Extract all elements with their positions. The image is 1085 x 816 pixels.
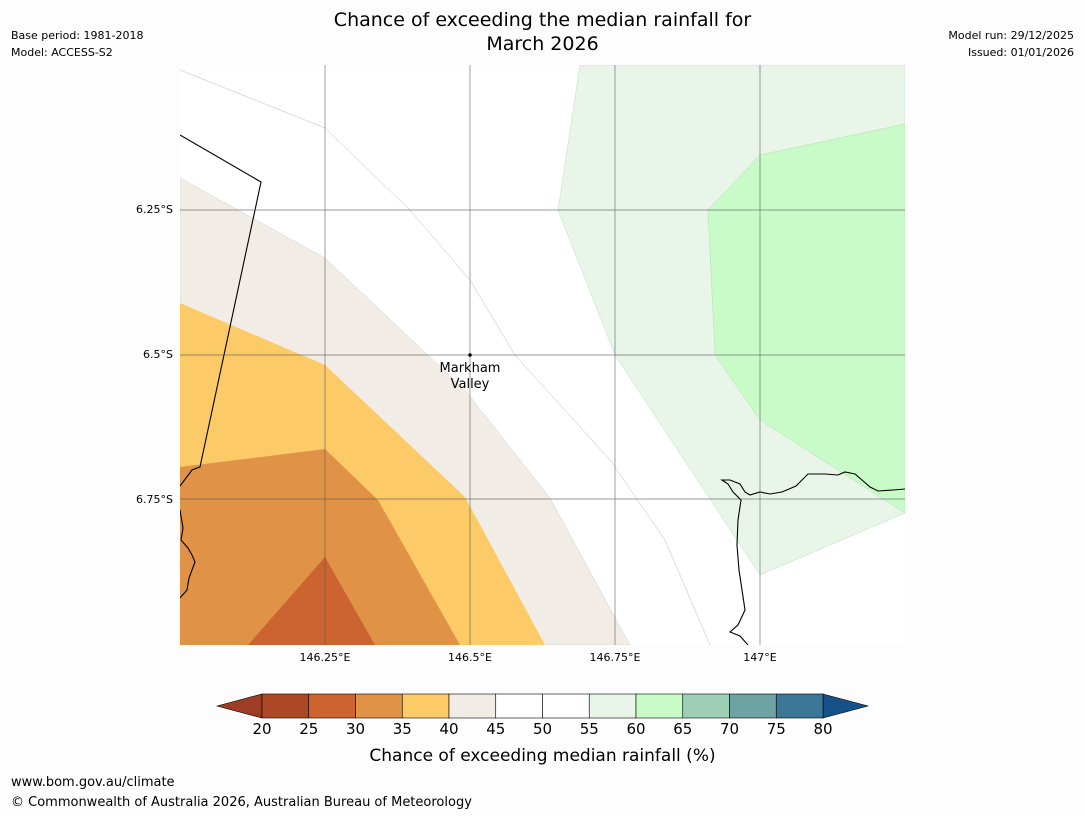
colorbar-under-arrow: [215, 693, 263, 719]
colorbar-segment: [682, 693, 730, 719]
colorbar-segment: [308, 693, 356, 719]
colorbar-segment: [355, 693, 403, 719]
lat-label: 6.25°S: [136, 203, 173, 216]
colorbar-tick-label: 70: [720, 720, 739, 738]
colorbar-tick-labels: 20 25 30 35 40 45 50 55 60 65 70 75 80: [252, 720, 832, 738]
colorbar-segment: [775, 693, 824, 719]
colorbar-label: Chance of exceeding median rainfall (%): [369, 746, 716, 766]
colorbar-segment: [542, 693, 590, 719]
lat-label: 6.75°S: [136, 493, 173, 506]
coastline-huon-gulf: [720, 471, 905, 645]
title-line-1: Chance of exceeding the median rainfall …: [333, 9, 752, 31]
place-name-line-1: Markham: [440, 361, 501, 376]
colorbar-segment: [401, 693, 450, 719]
lon-labels: 146.25°E 146.5°E 146.75°E 147°E: [300, 651, 777, 664]
footer-url[interactable]: www.bom.gov.au/climate: [11, 775, 175, 790]
colorbar-segment: [635, 693, 684, 719]
colorbar-tick-label: 75: [767, 720, 786, 738]
model-name: Model: ACCESS-S2: [11, 46, 113, 59]
lat-label: 6.5°S: [143, 348, 173, 361]
zone-25-30: [248, 557, 375, 645]
colorbar-tick-label: 35: [393, 720, 412, 738]
lat-labels: 6.25°S 6.5°S 6.75°S: [136, 203, 173, 506]
lon-label: 146.75°E: [590, 651, 641, 664]
colorbar-segments: [261, 693, 824, 719]
markham-valley-marker: [468, 353, 472, 357]
colorbar-segment: [448, 693, 497, 719]
meta-right: Model run: 29/12/2025 Issued: 01/01/2026: [948, 27, 1074, 61]
map-area: Markham Valley: [180, 65, 905, 645]
colorbar-tick-label: 30: [346, 720, 365, 738]
model-run: Model run: 29/12/2025: [948, 29, 1074, 42]
colorbar-tick-label: 80: [813, 720, 832, 738]
meta-left: Base period: 1981-2018 Model: ACCESS-S2: [11, 27, 143, 61]
colorbar-tick-label: 55: [580, 720, 599, 738]
contour-line: [180, 69, 711, 645]
coastline-southwest: [180, 509, 196, 599]
map-title: Chance of exceeding the median rainfall …: [240, 8, 845, 56]
lon-label: 146.5°E: [448, 651, 492, 664]
colorbar: 20 25 30 35 40 45 50 55 60 65 70 75 80: [215, 693, 870, 738]
colorbar-segment: [261, 693, 310, 719]
colorbar-tick-label: 50: [533, 720, 552, 738]
colorbar-segment: [729, 693, 777, 719]
colorbar-tick-label: 45: [486, 720, 505, 738]
colorbar-segment: [495, 693, 543, 719]
zone-30-35: [180, 449, 460, 645]
lon-label: 147°E: [743, 651, 776, 664]
base-period: Base period: 1981-2018: [11, 29, 144, 42]
graticule: [180, 65, 905, 645]
title-line-2: March 2026: [486, 33, 599, 55]
colorbar-tick-label: 60: [626, 720, 645, 738]
colorbar-tick-label: 20: [252, 720, 271, 738]
issued-date: Issued: 01/01/2026: [967, 46, 1074, 59]
lon-label: 146.25°E: [300, 651, 351, 664]
colorbar-segment: [588, 693, 637, 719]
place-name-line-2: Valley: [451, 377, 490, 392]
coastline-west: [180, 134, 262, 487]
colorbar-tick-label: 40: [439, 720, 458, 738]
footer-copyright: © Commonwealth of Australia 2026, Austra…: [11, 795, 472, 810]
colorbar-tick-label: 25: [299, 720, 318, 738]
colorbar-over-arrow: [822, 693, 870, 719]
colorbar-tick-label: 65: [673, 720, 692, 738]
